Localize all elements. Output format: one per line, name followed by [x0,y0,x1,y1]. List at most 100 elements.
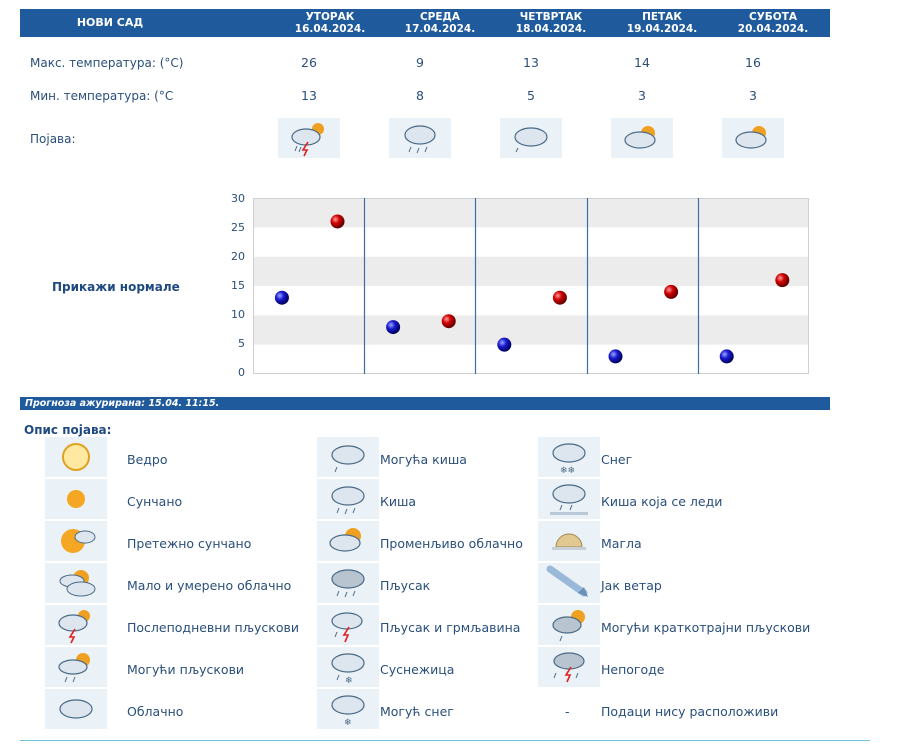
cloudy-icon [500,118,562,158]
max-temp-day-5: 16 [745,55,761,70]
legend-label: Могући краткотрајни пљускови [601,620,811,635]
plot-border [253,198,809,374]
possible-rain-icon [317,437,379,477]
y-tick-label: 30 [231,192,245,205]
legend-label: Јак ветар [601,578,662,593]
day-header-5: СУБОТА 20.04.2024. [718,11,828,35]
y-tick-label: 10 [231,308,245,321]
strong-wind-icon [538,563,600,603]
legend-label: Пљусак и грмљавина [380,620,521,635]
day-date: 18.04.2024. [515,23,587,35]
day-name: СРЕДА [419,11,461,23]
brief-showers-icon [538,605,600,645]
legend-label: Суснежица [380,662,455,677]
legend-label: Подаци нису расположиви [601,704,779,719]
forecast-updated-text: Прогноза ажурирана: 15.04. 11:15. [25,398,220,409]
day-name: СУБОТА [748,11,798,23]
legend-label: Пљусак [380,578,431,593]
afternoon-showers-icon [45,605,107,645]
day-date: 17.04.2024. [404,23,476,35]
thunderstorm-icon [317,605,379,645]
max-temp-day-3: 13 [523,55,539,70]
legend-label: Променљиво облачно [380,536,523,551]
no-data-dash: - [565,704,570,719]
phenomenon-label: Појава: [30,132,76,146]
day-header-2: СРЕДА 17.04.2024. [385,11,495,35]
forecast-header: НОВИ САД УТОРАК 16.04.2024. СРЕДА 17.04.… [20,9,830,37]
possible-snow-icon: ❄ [317,689,379,729]
possible-showers-icon [45,647,107,687]
city-name: НОВИ САД [76,16,144,29]
clear-sun-icon [45,437,107,477]
max-temp-point [664,284,679,299]
sunny-icon [45,479,107,519]
day-name: ПЕТАК [642,11,682,23]
day-date: 16.04.2024. [294,23,366,35]
partly-cloudy-icon [45,563,107,603]
sleet-icon: ❄ [317,647,379,687]
afternoon-showers-icon [278,118,340,158]
legend-label: Могући пљускови [127,662,245,677]
variable-cloudy-icon [317,521,379,561]
forecast-updated-bar: Прогноза ажурирана: 15.04. 11:15. [20,397,830,410]
min-temp-point [497,337,512,352]
day-header-3: ЧЕТВРТАК 18.04.2024. [496,11,606,35]
legend-label: Магла [601,536,642,551]
min-temp-point [386,320,401,335]
y-tick-label: 0 [238,366,245,379]
rain-icon [317,479,379,519]
min-temp-day-1: 13 [301,88,317,103]
partly-cloudy-icon [722,118,784,158]
min-temp-point [608,349,623,364]
bottom-divider [20,740,870,741]
legend-label: Облачно [127,704,184,719]
max-temp-point [552,290,567,305]
legend-label: Киша [380,494,417,509]
legend-label: Снег [601,452,633,467]
legend-label: Ведро [127,452,168,467]
grid-band [253,286,809,316]
legend-label: Киша која се леди [601,494,723,509]
legend-label: Мало и умерено облачно [127,578,292,593]
y-tick-label: 5 [238,337,245,350]
max-temp-point [775,273,790,288]
max-temp-day-4: 14 [634,55,650,70]
fog-icon [538,521,600,561]
grid-band [253,344,809,374]
min-temp-day-4: 3 [638,88,646,103]
svg-text:❄: ❄ [344,718,352,728]
temperature-chart [253,198,809,374]
day-name: ЧЕТВРТАК [519,11,583,23]
day-name: УТОРАК [305,11,355,23]
cloudy-icon [45,689,107,729]
max-temp-day-2: 9 [416,55,424,70]
grid-band [253,315,809,345]
min-temp-point [719,349,734,364]
min-temp-day-5: 3 [749,88,757,103]
day-date: 19.04.2024. [626,23,698,35]
freezing-rain-icon [538,479,600,519]
min-temp-day-2: 8 [416,88,424,103]
svg-text:❄❄: ❄❄ [560,466,575,476]
legend-label: Претежно сунчано [127,536,252,551]
partly-cloudy-icon [611,118,673,158]
min-temp-label: Мин. температура: (°C [30,89,174,103]
legend-label: Сунчано [127,494,183,509]
show-normals-link[interactable]: Прикажи нормале [52,280,180,294]
min-temp-point [274,290,289,305]
legend-label: Могућ снег [380,704,454,719]
grid-band [253,256,809,286]
day-date: 20.04.2024. [737,23,809,35]
day-header-4: ПЕТАК 19.04.2024. [607,11,717,35]
rain-icon [389,118,451,158]
max-temp-point [441,314,456,329]
y-tick-label: 25 [231,221,245,234]
shower-icon [317,563,379,603]
max-temp-point [330,214,345,229]
severe-weather-icon [538,647,600,687]
day-header-1: УТОРАК 16.04.2024. [275,11,385,35]
svg-text:❄: ❄ [345,676,353,686]
y-tick-label: 20 [231,250,245,263]
min-temp-day-3: 5 [527,88,535,103]
max-temp-label: Макс. температура: (°C) [30,56,184,70]
